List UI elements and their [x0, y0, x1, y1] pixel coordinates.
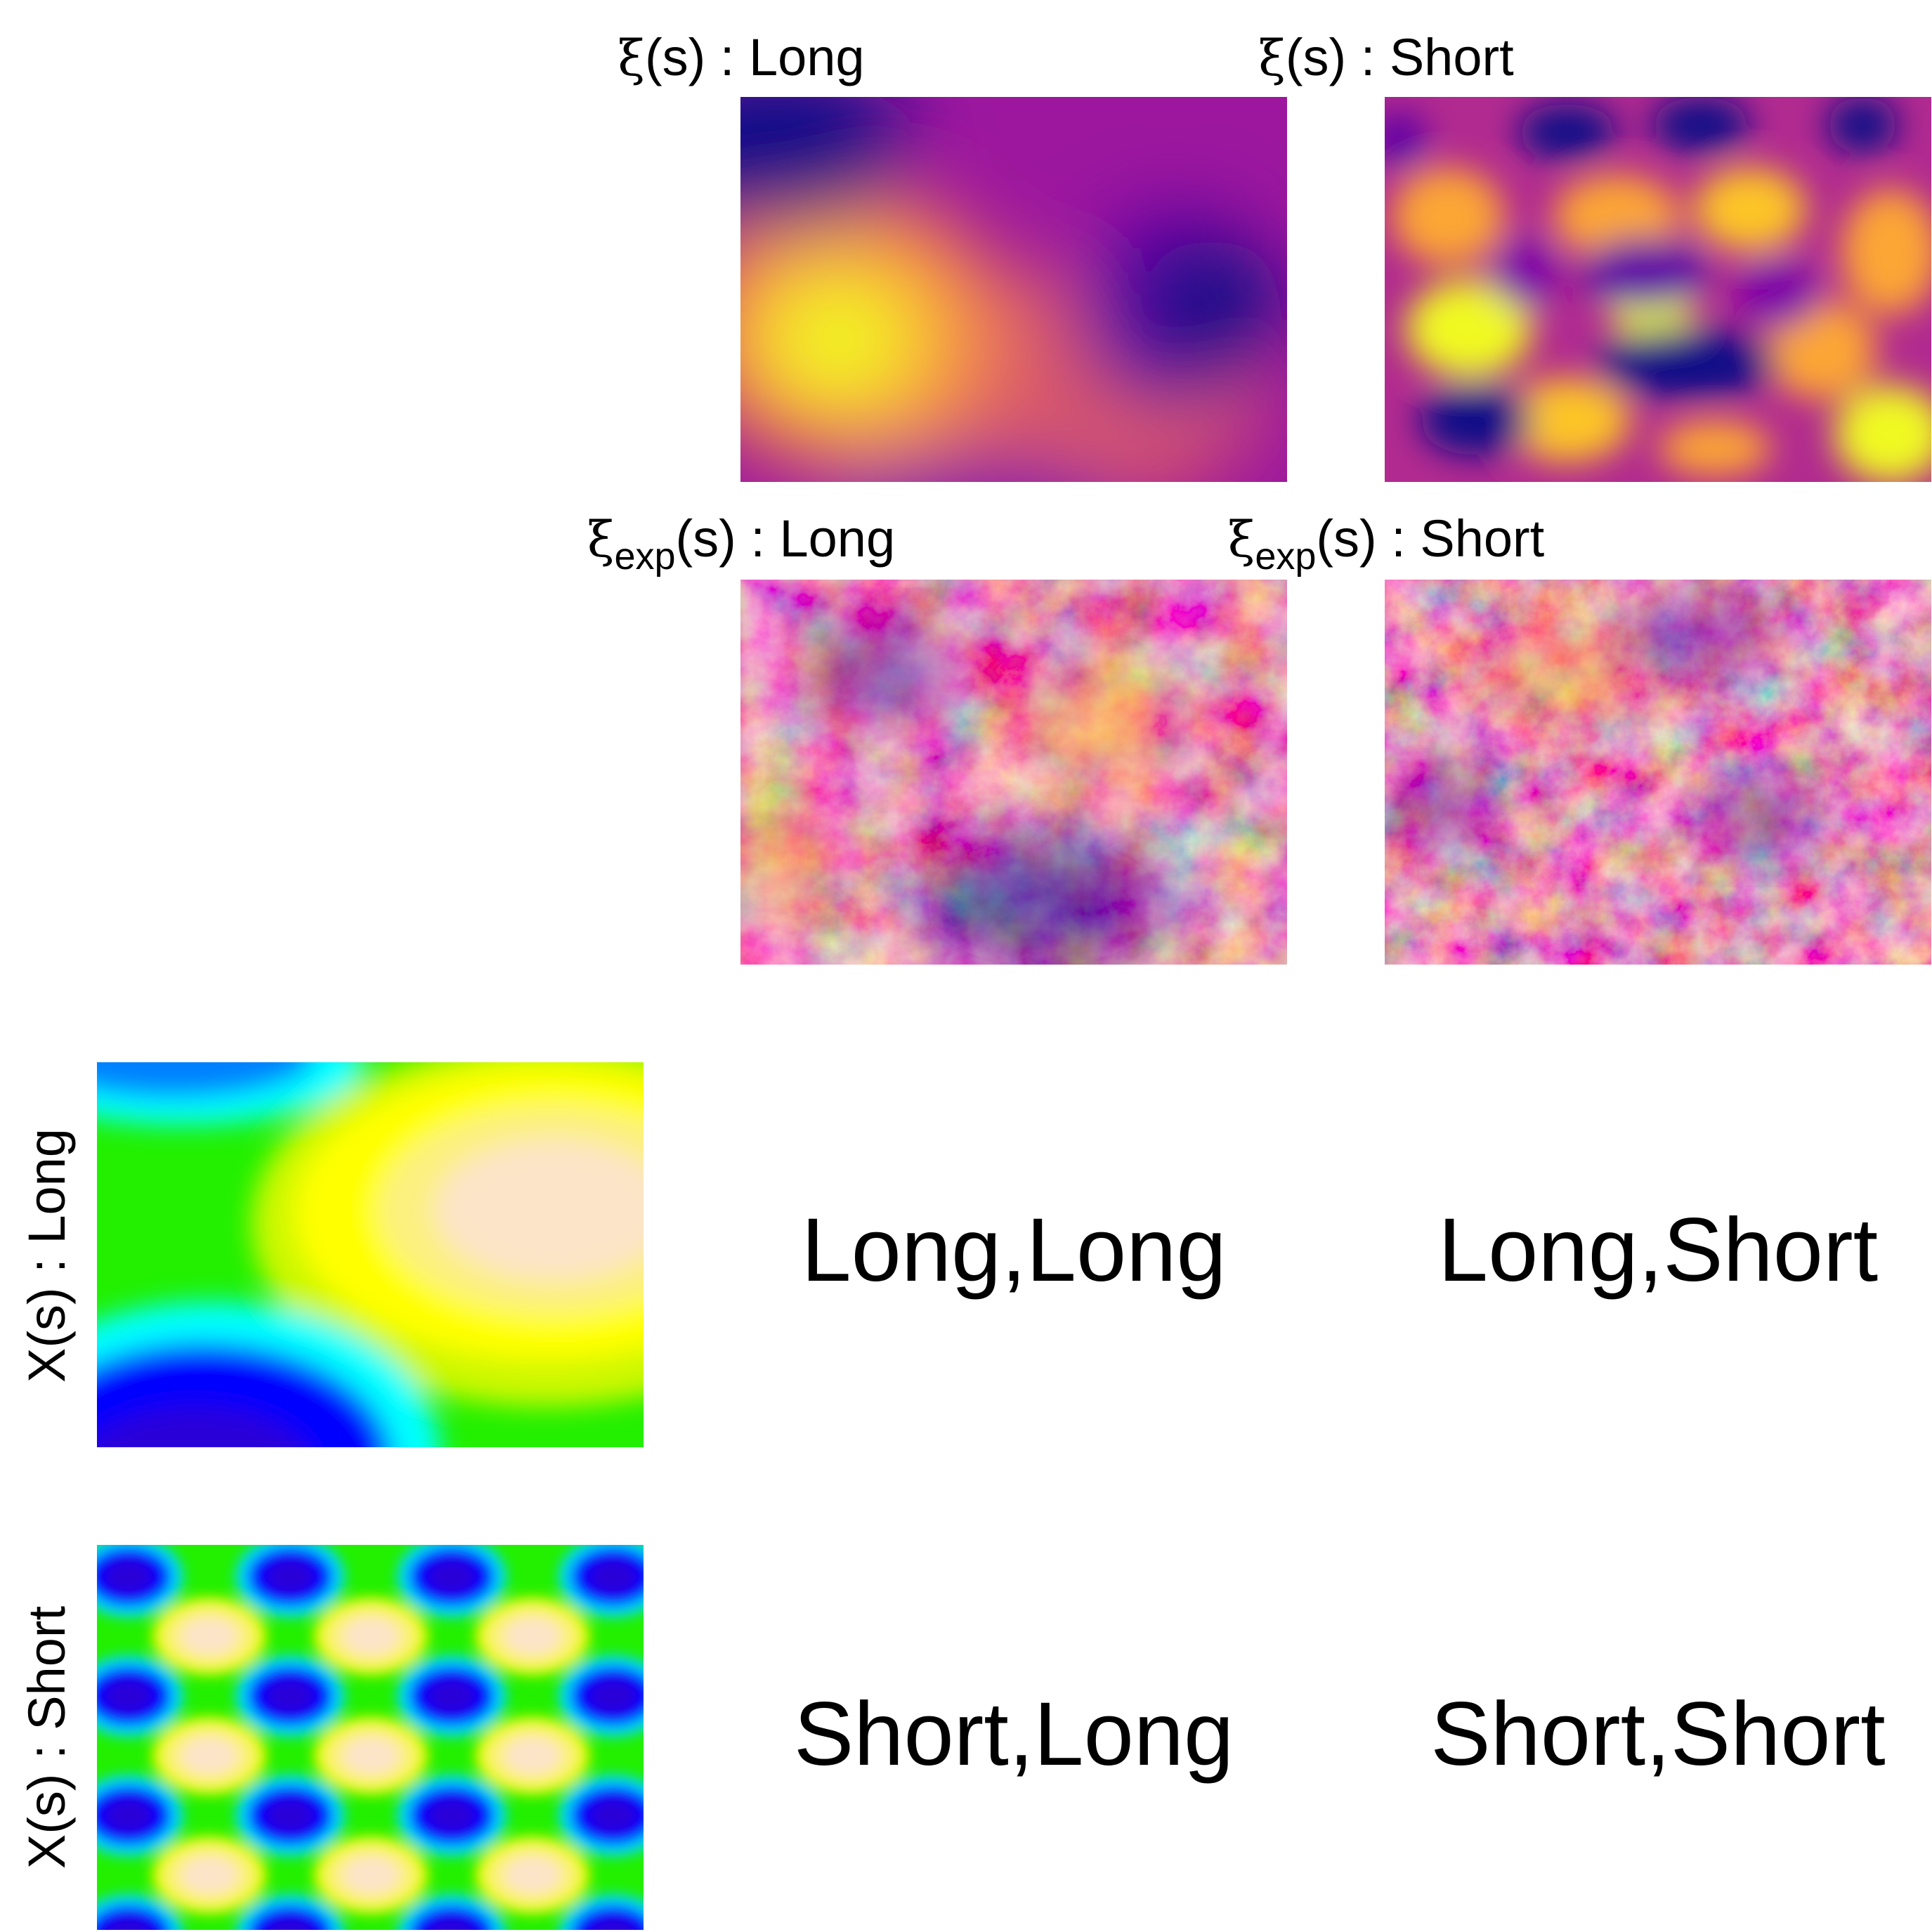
low-cell-core [428, 1679, 476, 1713]
high-cell-core [181, 1857, 237, 1893]
high-cell-core [504, 1618, 561, 1654]
xi-long-field [740, 97, 1287, 482]
low-cell-core [589, 1799, 637, 1832]
low-cell-core [429, 1918, 475, 1930]
low-cell-core [105, 1918, 152, 1930]
xi-short-field [1385, 97, 1931, 482]
low-cell-core [428, 1560, 476, 1593]
low-cell-core [266, 1679, 314, 1713]
xi-short-symbol: ξ [1258, 30, 1286, 87]
low-cell [248, 1905, 332, 1930]
high-cell-core [343, 1618, 399, 1654]
xi-exp-long-field [740, 580, 1287, 965]
xi-exp-long-subscript: exp [614, 535, 676, 577]
low-cell-core [266, 1560, 314, 1593]
high-cell-core [181, 1737, 237, 1774]
low-cell-core [428, 1799, 476, 1832]
combo-long-long: Long,Long [801, 1200, 1227, 1300]
low-cell-core [589, 1679, 637, 1713]
x-short-field [97, 1545, 644, 1930]
xi-exp-long-title: ξexp(s) : Long [467, 500, 1015, 577]
xi-exp-short-symbol: ξ [1227, 511, 1255, 568]
xi-exp-short-field [1385, 580, 1931, 965]
xi-exp-short-subscript: exp [1255, 535, 1317, 577]
xi-exp-short-suffix: (s) : Short [1316, 509, 1545, 568]
low-cell [410, 1905, 494, 1930]
xi-short-title: ξ(s) : Short [1112, 19, 1660, 96]
low-cell-core [105, 1560, 152, 1593]
high-cell-core [343, 1857, 399, 1893]
x-long-field [97, 1062, 644, 1447]
combo-short-long: Short,Long [793, 1684, 1234, 1784]
x-short-row-label: X(s) : Short [18, 1605, 76, 1869]
xi-short-suffix: (s) : Short [1285, 28, 1514, 86]
low-cell-core [105, 1799, 152, 1832]
xi-exp-short-title: ξexp(s) : Short [1112, 500, 1660, 577]
low-cell-core [267, 1918, 313, 1930]
low-cell-core [105, 1679, 152, 1713]
high-cell-core [504, 1737, 561, 1774]
high-cell-core [504, 1857, 561, 1893]
xi-exp-long-symbol: ξ [587, 511, 615, 568]
high-cell-core [343, 1737, 399, 1774]
low-cell-core [589, 1560, 637, 1593]
x-long-row-label: X(s) : Long [18, 1128, 76, 1383]
xi-long-title: ξ(s) : Long [467, 19, 1015, 96]
xi-long-symbol: ξ [618, 30, 645, 87]
xi-long-suffix: (s) : Long [644, 28, 865, 86]
combo-short-short: Short,Short [1430, 1684, 1886, 1784]
xi-exp-long-suffix: (s) : Long [675, 509, 896, 568]
low-cell-core [590, 1918, 637, 1930]
high-cell-core [181, 1618, 237, 1654]
combo-long-short: Long,Short [1437, 1200, 1879, 1300]
low-cell-core [266, 1799, 314, 1832]
